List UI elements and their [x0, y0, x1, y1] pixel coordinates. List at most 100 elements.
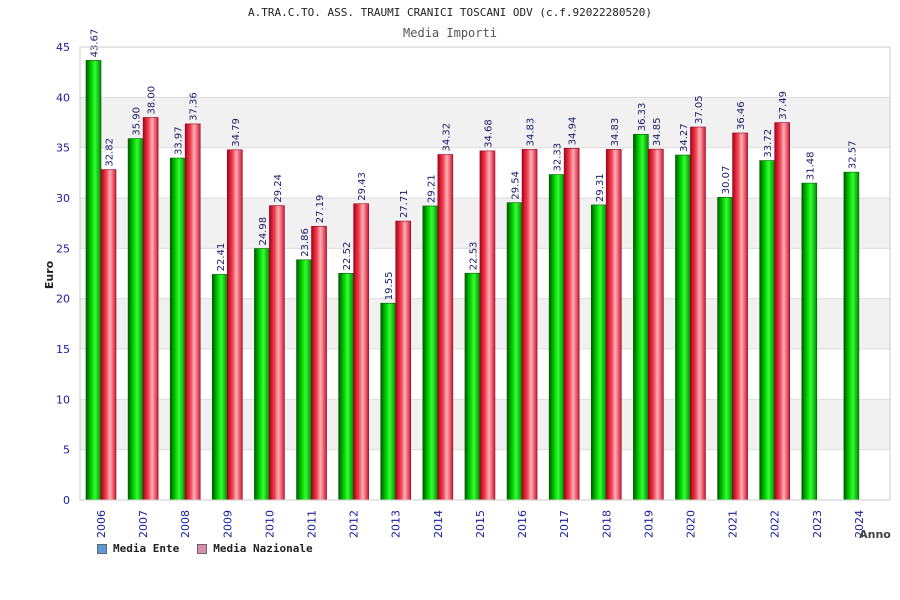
data-label: 35.90: [132, 107, 143, 136]
data-label: 33.97: [174, 126, 185, 155]
bar-media-ente: [506, 202, 523, 501]
legend: Media Ente Media Nazionale: [97, 542, 313, 555]
x-tick-label: 2006: [95, 510, 108, 538]
data-label: 24.98: [258, 217, 269, 246]
bar-media-nazionale: [142, 117, 159, 501]
x-tick-label: 2008: [179, 510, 192, 538]
y-axis-label: Euro: [43, 260, 56, 289]
data-label: 27.19: [315, 195, 326, 224]
bar-media-ente: [212, 274, 228, 501]
data-label: 34.83: [610, 118, 621, 147]
labels-layer: 43.67 32.82 35.90 38.00 33.97 37.36 22.41 34.79…: [90, 29, 859, 300]
data-label: 34.85: [652, 118, 663, 147]
x-tick-label: 2021: [727, 510, 740, 538]
y-tick-label: 5: [63, 444, 70, 457]
y-tick-label: 30: [56, 192, 70, 205]
bar-media-ente: [422, 205, 439, 501]
x-tick-label: 2009: [221, 510, 234, 538]
data-label: 34.79: [231, 118, 242, 147]
data-label: 27.71: [399, 189, 410, 218]
bar-media-ente: [464, 272, 481, 501]
data-label: 33.72: [763, 129, 774, 158]
legend-swatch-media-ente: [97, 543, 107, 554]
data-label: 22.41: [216, 243, 227, 272]
bar-media-ente: [633, 133, 649, 501]
x-tick-label: 2010: [263, 510, 276, 538]
data-label: 29.31: [595, 173, 606, 202]
bar-media-nazionale: [648, 148, 664, 501]
x-tick-label: 2017: [558, 510, 571, 538]
data-label: 23.86: [300, 228, 311, 257]
bar-media-nazionale: [353, 203, 369, 501]
legend-label-media-ente: Media Ente: [113, 542, 180, 555]
y-tick-label: 0: [63, 494, 70, 507]
bar-media-ente: [254, 248, 270, 501]
bar-media-nazionale: [311, 225, 327, 501]
bar-media-ente: [590, 204, 607, 501]
chart-title: A.TRA.C.TO. ASS. TRAUMI CRANICI TOSCANI …: [248, 6, 652, 19]
data-label: 34.94: [568, 117, 579, 146]
x-tick-label: 2016: [516, 510, 529, 538]
bar-media-nazionale: [184, 123, 201, 501]
legend-item-media-ente: Media Ente: [97, 542, 179, 555]
bar-media-ente: [548, 174, 565, 501]
chart-subtitle: Media Importi: [403, 26, 497, 40]
data-label: 34.68: [483, 119, 494, 148]
x-tick-label: 2023: [811, 510, 824, 538]
bar-media-nazionale: [521, 149, 538, 501]
x-tick-label: 2020: [684, 510, 697, 538]
data-label: 19.55: [384, 272, 395, 301]
bar-media-ente: [338, 272, 354, 501]
data-label: 38.00: [147, 86, 158, 115]
bar-media-nazionale: [690, 126, 706, 501]
x-tick-label: 2011: [306, 510, 319, 538]
bar-media-nazionale: [100, 169, 117, 501]
data-label: 22.53: [468, 242, 479, 271]
bar-media-nazionale: [269, 205, 285, 501]
x-tick-label: 2019: [642, 510, 655, 538]
legend-label-media-nazionale: Media Nazionale: [213, 542, 313, 555]
data-label: 29.54: [511, 171, 522, 200]
bar-media-ente: [169, 157, 186, 501]
y-tick-label: 45: [56, 41, 70, 54]
x-axis-label: Anno: [859, 528, 891, 541]
y-tick-label: 40: [56, 91, 70, 104]
bar-media-ente: [801, 182, 818, 501]
data-label: 34.32: [441, 123, 452, 152]
data-label: 43.67: [90, 29, 101, 58]
data-label: 36.46: [736, 101, 747, 130]
y-tick-label: 10: [56, 393, 70, 406]
data-label: 29.21: [426, 174, 437, 203]
bar-media-ente: [127, 138, 144, 501]
data-label: 29.43: [357, 172, 368, 201]
data-label: 32.57: [847, 140, 858, 169]
data-label: 31.48: [805, 151, 816, 180]
x-tick-label: 2013: [390, 510, 403, 538]
bars-layer: [85, 60, 860, 501]
bar-media-ente: [717, 196, 733, 501]
bar-media-nazionale: [732, 132, 748, 501]
y-tick-label: 15: [56, 343, 70, 356]
bar-media-ente: [759, 160, 775, 501]
data-label: 37.05: [694, 95, 705, 124]
data-label: 32.82: [105, 138, 116, 167]
bar-media-nazionale: [479, 150, 496, 501]
axes-layer: 0 5 10 15 20 25 30 35 40 45 2006 2007 2008 2009 2010 20…: [56, 41, 891, 538]
data-label: 37.36: [189, 92, 200, 121]
x-tick-label: 2024: [853, 510, 866, 538]
bar-media-ente: [675, 154, 691, 501]
bar-media-ente: [85, 60, 102, 501]
x-tick-label: 2018: [600, 510, 613, 538]
x-tick-label: 2014: [432, 510, 445, 538]
plot-border: [79, 46, 891, 501]
bar-media-nazionale: [395, 220, 412, 501]
bar-media-nazionale: [437, 154, 454, 501]
bar-media-ente: [843, 171, 860, 501]
y-tick-label: 20: [56, 293, 70, 306]
data-label: 30.07: [721, 166, 732, 195]
data-label: 34.83: [526, 118, 537, 147]
grid-band: [80, 97, 890, 148]
data-label: 34.27: [679, 123, 690, 152]
bar-media-nazionale: [563, 147, 580, 501]
